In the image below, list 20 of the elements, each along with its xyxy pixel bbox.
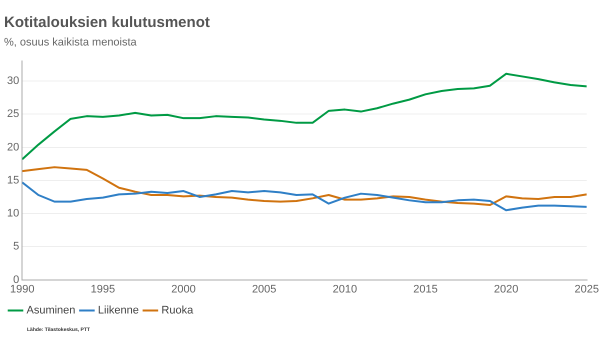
chart-subtitle: %, osuus kaikista menoista [4,36,138,49]
legend-label: Liikenne [98,304,139,317]
x-tick-label: 2015 [413,283,438,296]
y-tick-label: 0 [13,274,20,286]
y-tick-label: 20 [6,141,20,154]
y-tick-label: 30 [6,75,20,88]
y-tick-label: 25 [6,108,20,120]
x-tick-label: 2000 [171,283,196,296]
x-tick-label: 2010 [332,283,358,296]
x-tick-label: 2025 [574,283,600,296]
chart-title: Kotitalouksien kulutusmenot [4,14,210,32]
y-tick-label: 10 [6,208,20,220]
x-tick-label: 1995 [90,283,116,296]
y-tick-label: 5 [13,240,20,253]
legend-label: Ruoka [161,304,194,317]
x-tick-label: 1990 [10,283,34,296]
x-tick-label: 2020 [494,283,518,296]
x-tick-label: 2005 [252,283,276,296]
legend-label: Asuminen [26,304,76,317]
y-tick-label: 15 [6,174,20,186]
